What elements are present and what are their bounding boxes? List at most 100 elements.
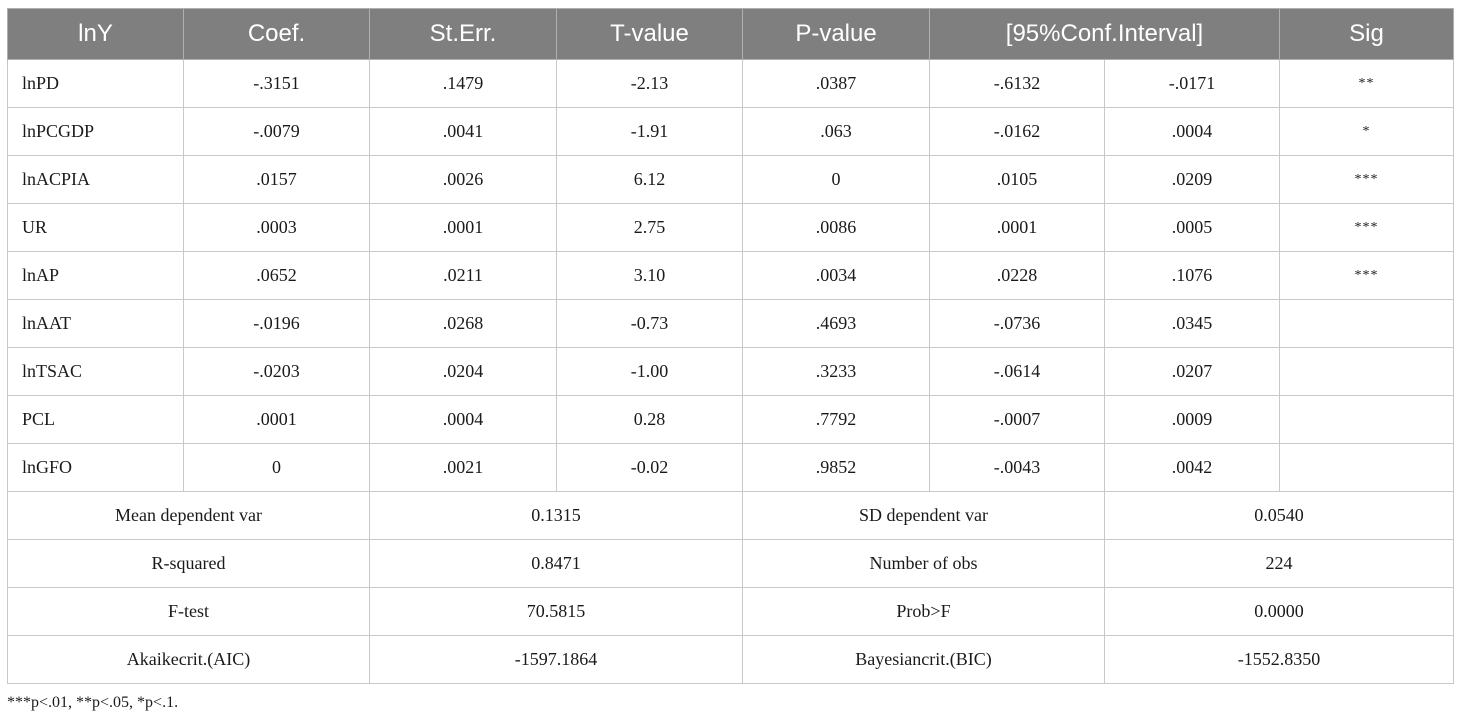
stat-value: 0.0540 — [1104, 491, 1454, 540]
cell-sig — [1279, 299, 1454, 348]
cell-sterr: .0004 — [369, 395, 557, 444]
cell-sterr: .0021 — [369, 443, 557, 492]
cell-tvalue: -2.13 — [556, 59, 743, 108]
cell-coef: .0652 — [183, 251, 370, 300]
cell-ci-high: .0004 — [1104, 107, 1280, 156]
cell-pvalue: 0 — [742, 155, 930, 204]
cell-ci-low: -.0614 — [929, 347, 1105, 396]
cell-ci-high: .0009 — [1104, 395, 1280, 444]
cell-coef: -.0079 — [183, 107, 370, 156]
cell-variable: lnGFO — [7, 443, 184, 492]
table-row: lnGFO 0 .0021 -0.02 .9852 -.0043 .0042 — [7, 443, 1454, 492]
cell-sterr: .0211 — [369, 251, 557, 300]
cell-ci-low: -.6132 — [929, 59, 1105, 108]
cell-coef: .0001 — [183, 395, 370, 444]
cell-variable: lnAAT — [7, 299, 184, 348]
table-row: lnAAT -.0196 .0268 -0.73 .4693 -.0736 .0… — [7, 299, 1454, 348]
cell-ci-low: .0228 — [929, 251, 1105, 300]
cell-sig: *** — [1279, 203, 1454, 252]
cell-sterr: .0268 — [369, 299, 557, 348]
cell-pvalue: .063 — [742, 107, 930, 156]
header-sig: Sig — [1279, 8, 1454, 60]
cell-tvalue: -0.73 — [556, 299, 743, 348]
cell-ci-high: -.0171 — [1104, 59, 1280, 108]
stat-value: 0.8471 — [369, 539, 743, 588]
cell-sig: *** — [1279, 155, 1454, 204]
cell-ci-high: .0345 — [1104, 299, 1280, 348]
cell-coef: -.3151 — [183, 59, 370, 108]
table-row: UR .0003 .0001 2.75 .0086 .0001 .0005 **… — [7, 203, 1454, 252]
cell-ci-high: .0042 — [1104, 443, 1280, 492]
cell-pvalue: .0086 — [742, 203, 930, 252]
cell-sig: *** — [1279, 251, 1454, 300]
header-tvalue: T-value — [556, 8, 743, 60]
cell-pvalue: .3233 — [742, 347, 930, 396]
cell-tvalue: 0.28 — [556, 395, 743, 444]
cell-sterr: .0001 — [369, 203, 557, 252]
stats-row: F-test 70.5815 Prob>F 0.0000 — [7, 587, 1454, 636]
stat-label: Bayesiancrit.(BIC) — [742, 635, 1105, 684]
header-row: lnY Coef. St.Err. T-value P-value [95%Co… — [7, 8, 1454, 60]
cell-tvalue: 3.10 — [556, 251, 743, 300]
cell-sterr: .0026 — [369, 155, 557, 204]
cell-sig — [1279, 347, 1454, 396]
stat-label: SD dependent var — [742, 491, 1105, 540]
cell-sig — [1279, 395, 1454, 444]
cell-sig: ** — [1279, 59, 1454, 108]
cell-coef: -.0203 — [183, 347, 370, 396]
cell-tvalue: 6.12 — [556, 155, 743, 204]
cell-pvalue: .0387 — [742, 59, 930, 108]
cell-sterr: .0204 — [369, 347, 557, 396]
cell-ci-high: .0209 — [1104, 155, 1280, 204]
cell-pvalue: .9852 — [742, 443, 930, 492]
cell-sig — [1279, 443, 1454, 492]
cell-ci-low: .0105 — [929, 155, 1105, 204]
table-footnote: ***p<.01, **p<.05, *p<.1. — [7, 694, 179, 711]
cell-sterr: .0041 — [369, 107, 557, 156]
stat-value: -1597.1864 — [369, 635, 743, 684]
cell-ci-low: -.0007 — [929, 395, 1105, 444]
cell-tvalue: 2.75 — [556, 203, 743, 252]
cell-variable: lnPCGDP — [7, 107, 184, 156]
cell-tvalue: -1.91 — [556, 107, 743, 156]
stat-label: Mean dependent var — [7, 491, 370, 540]
cell-ci-low: -.0736 — [929, 299, 1105, 348]
cell-tvalue: -1.00 — [556, 347, 743, 396]
cell-coef: -.0196 — [183, 299, 370, 348]
table-row: lnPD -.3151 .1479 -2.13 .0387 -.6132 -.0… — [7, 59, 1454, 108]
cell-variable: lnAP — [7, 251, 184, 300]
cell-coef: .0003 — [183, 203, 370, 252]
stat-value: -1552.8350 — [1104, 635, 1454, 684]
table-row: lnAP .0652 .0211 3.10 .0034 .0228 .1076 … — [7, 251, 1454, 300]
stats-row: Akaikecrit.(AIC) -1597.1864 Bayesiancrit… — [7, 635, 1454, 684]
cell-sig: * — [1279, 107, 1454, 156]
cell-pvalue: .0034 — [742, 251, 930, 300]
cell-ci-low: -.0162 — [929, 107, 1105, 156]
table-row: PCL .0001 .0004 0.28 .7792 -.0007 .0009 — [7, 395, 1454, 444]
cell-coef: 0 — [183, 443, 370, 492]
stat-value: 0.1315 — [369, 491, 743, 540]
cell-sterr: .1479 — [369, 59, 557, 108]
cell-variable: lnTSAC — [7, 347, 184, 396]
stat-label: R-squared — [7, 539, 370, 588]
stat-value: 224 — [1104, 539, 1454, 588]
cell-variable: lnACPIA — [7, 155, 184, 204]
header-pvalue: P-value — [742, 8, 930, 60]
header-conf-interval: [95%Conf.Interval] — [929, 8, 1280, 60]
cell-ci-high: .1076 — [1104, 251, 1280, 300]
stat-label: Akaikecrit.(AIC) — [7, 635, 370, 684]
header-sterr: St.Err. — [369, 8, 557, 60]
header-coef: Coef. — [183, 8, 370, 60]
stat-value: 0.0000 — [1104, 587, 1454, 636]
table-row: lnTSAC -.0203 .0204 -1.00 .3233 -.0614 .… — [7, 347, 1454, 396]
header-var: lnY — [7, 8, 184, 60]
cell-ci-low: -.0043 — [929, 443, 1105, 492]
cell-tvalue: -0.02 — [556, 443, 743, 492]
cell-pvalue: .4693 — [742, 299, 930, 348]
cell-ci-high: .0207 — [1104, 347, 1280, 396]
table-row: lnPCGDP -.0079 .0041 -1.91 .063 -.0162 .… — [7, 107, 1454, 156]
cell-variable: UR — [7, 203, 184, 252]
stat-label: Prob>F — [742, 587, 1105, 636]
stat-label: Number of obs — [742, 539, 1105, 588]
cell-coef: .0157 — [183, 155, 370, 204]
